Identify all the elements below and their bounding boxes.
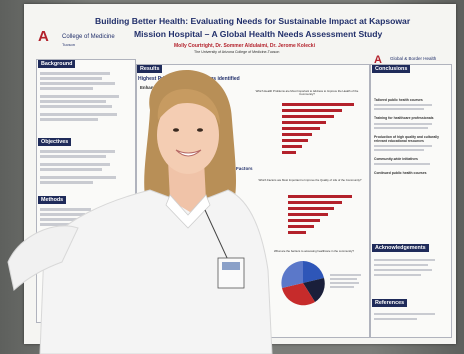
- poster-authors: Molly Courtright, Dr. Sommer Aldulaimi, …: [174, 43, 315, 49]
- university-logo: A: [38, 28, 49, 46]
- results-heading: Results: [137, 65, 163, 73]
- conclusions-heading: Conclusions: [372, 65, 411, 73]
- face: [157, 96, 219, 174]
- references-heading: References: [372, 299, 408, 307]
- conclusion-item-1: Tailored public health courses: [374, 98, 423, 102]
- right-logo: A: [374, 50, 382, 68]
- smile: [175, 149, 202, 157]
- references-text: [374, 310, 446, 330]
- methods-text: [40, 206, 100, 246]
- objectives-text: [40, 148, 128, 192]
- poster-affiliation: The University of Arizona College of Med…: [194, 50, 280, 54]
- factors-subhead: Factors: [236, 166, 253, 171]
- right-logo-text: Global & Border Health: [390, 56, 437, 61]
- left-arm: [7, 225, 79, 291]
- background-heading: Background: [38, 60, 76, 68]
- arizona-a-icon-right: A: [374, 54, 382, 66]
- neck: [168, 160, 206, 212]
- chart2-bars: [288, 194, 364, 240]
- background-text: [40, 70, 128, 132]
- acknowledgements-heading: Acknowledgements: [372, 244, 429, 252]
- hair-front: [157, 89, 220, 125]
- conclusion-item-4: Community-wide initiatives: [374, 157, 418, 162]
- acknowledgements-text: [374, 256, 446, 296]
- arizona-a-icon: A: [38, 28, 49, 45]
- shirt-collar: [165, 194, 211, 229]
- chart2-title: Which Factors are Most Important to Impr…: [258, 178, 362, 182]
- barriers-pie-chart: [278, 258, 328, 308]
- poster-title-line2: Mission Hospital – A Global Health Needs…: [134, 29, 383, 39]
- chart3-title: What are the barriers to accessing healt…: [274, 249, 354, 253]
- poster-title-line1: Building Better Health: Evaluating Needs…: [95, 16, 411, 26]
- left-logo-sub: Tucson: [62, 42, 75, 47]
- objectives-heading: Objectives: [38, 138, 72, 146]
- chart1-title: Which Health Problems are Most Important…: [255, 89, 359, 97]
- conclusion-item-5: Continued public health courses: [374, 171, 427, 176]
- methods-heading: Methods: [38, 196, 67, 204]
- conclusions-list: Tailored public health courses Training …: [374, 76, 446, 236]
- conclusion-item-2: Training for healthcare professionals: [374, 116, 434, 121]
- pie-legend: [330, 272, 364, 298]
- left-logo-text: College of Medicine: [62, 34, 115, 40]
- conclusion-item-3: Production of high quality and culturall…: [374, 134, 439, 143]
- chart1-bars: [282, 102, 366, 160]
